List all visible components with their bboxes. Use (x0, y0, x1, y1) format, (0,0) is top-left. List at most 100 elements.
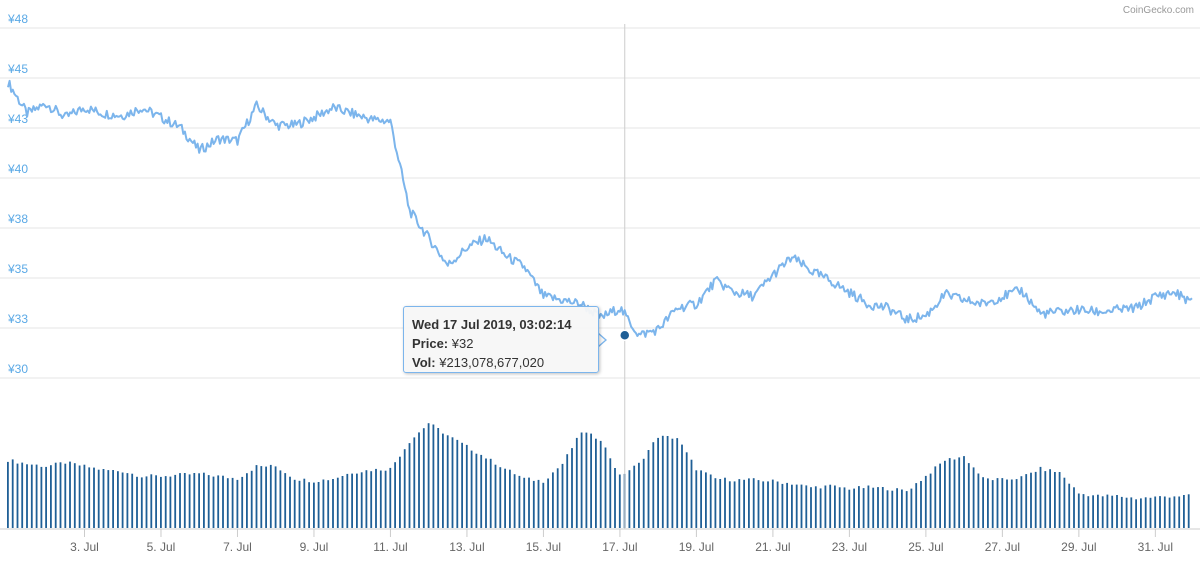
tooltip-vol-value: ¥213,078,677,020 (439, 355, 545, 370)
volume-bar (480, 454, 483, 528)
volume-bar (1097, 494, 1099, 528)
volume-bar (365, 470, 368, 528)
volume-bar (647, 450, 650, 528)
volume-bar (518, 475, 521, 528)
volume-bar (313, 482, 315, 528)
volume-bar (121, 472, 124, 528)
volume-bar (59, 462, 62, 528)
volume-bar (1063, 477, 1066, 528)
volume-bar (795, 484, 798, 528)
volume-series (7, 423, 1190, 528)
volume-bar (991, 480, 994, 528)
volume-bar (1106, 494, 1109, 528)
x-axis-ticks: 3. Jul 5. Jul 7. Jul 9. Jul 11. Jul 13. Jul 15… (70, 529, 1173, 554)
volume-bar (685, 452, 688, 528)
x-tick-label: 7. Jul (223, 540, 252, 554)
volume-bar (403, 449, 406, 528)
volume-bar (599, 440, 602, 528)
volume-bar (752, 478, 755, 528)
volume-bar (791, 484, 793, 528)
volume-bar (944, 460, 946, 528)
x-tick-label: 9. Jul (300, 540, 329, 554)
x-tick-label: 23. Jul (832, 540, 867, 554)
volume-bar (54, 462, 57, 528)
credit-link[interactable]: CoinGecko.com (1122, 5, 1194, 16)
volume-bar (719, 479, 722, 528)
hover-point-marker[interactable] (619, 329, 631, 341)
volume-bar (843, 487, 846, 528)
x-tick-label: 13. Jul (449, 540, 484, 554)
volume-bar (394, 462, 396, 528)
volume-bar (853, 488, 855, 528)
tooltip-price-label: Price: (412, 336, 449, 351)
volume-bar (542, 482, 545, 528)
volume-bar (346, 473, 349, 528)
volume-bar (499, 467, 502, 528)
volume-bar (279, 470, 282, 528)
volume-bar (126, 473, 129, 528)
volume-bar (198, 473, 200, 528)
x-tick-label: 5. Jul (147, 540, 176, 554)
volume-bar (886, 490, 889, 528)
volume-bar (858, 486, 860, 528)
volume-bar (1073, 487, 1075, 528)
volume-bar (1120, 496, 1123, 528)
x-tick-label: 17. Jul (602, 540, 637, 554)
volume-bar (1154, 496, 1157, 528)
volume-bar (638, 462, 640, 528)
volume-bar (972, 467, 975, 528)
volume-bar (963, 456, 965, 528)
volume-bar (743, 479, 745, 528)
volume-bar (231, 477, 234, 528)
volume-bar (174, 474, 177, 528)
volume-bar (762, 481, 765, 528)
volume-bar (585, 432, 588, 528)
volume-bar (509, 469, 511, 528)
volume-bar (155, 475, 157, 528)
volume-bar (595, 438, 597, 528)
volume-bar (528, 477, 530, 528)
volume-bar (241, 476, 244, 528)
volume-bar (705, 472, 707, 528)
volume-bar (628, 470, 631, 528)
volume-bar (652, 442, 655, 528)
x-tick-label: 31. Jul (1138, 540, 1173, 554)
x-tick-label: 11. Jul (373, 540, 407, 554)
volume-bar (207, 475, 210, 528)
volume-bar (1101, 496, 1104, 528)
volume-bar (160, 476, 162, 528)
volume-bar (255, 465, 258, 528)
volume-bar (203, 472, 205, 528)
volume-bar (1130, 497, 1133, 528)
volume-bar (40, 466, 43, 528)
volume-bar (465, 444, 468, 528)
hover-tooltip: Wed 17 Jul 2019, 03:02:14 Price: ¥32 Vol… (403, 306, 599, 373)
volume-bar (642, 458, 645, 528)
volume-bar (427, 423, 430, 528)
volume-bar (738, 479, 741, 528)
volume-bar (996, 478, 999, 528)
volume-bar (1149, 497, 1152, 528)
volume-bar (64, 463, 67, 528)
volume-bar (814, 486, 817, 528)
volume-bar (690, 459, 693, 528)
y-tick-label: ¥35 (7, 262, 28, 276)
volume-bar (102, 469, 105, 528)
volume-bar (681, 444, 683, 528)
volume-bar (1006, 479, 1008, 528)
volume-bar (451, 437, 454, 528)
volume-bar (867, 485, 870, 528)
volume-bar (260, 466, 263, 528)
volume-bar (317, 482, 320, 528)
volume-bar (408, 443, 411, 528)
volume-bar (924, 475, 927, 528)
volume-bar (437, 428, 440, 528)
y-tick-label: ¥33 (7, 312, 28, 326)
volume-bar (834, 485, 836, 528)
volume-bar (881, 487, 884, 528)
volume-bar (604, 447, 607, 528)
volume-bar (1168, 497, 1171, 528)
volume-bar (78, 465, 81, 528)
volume-bar (83, 464, 86, 528)
